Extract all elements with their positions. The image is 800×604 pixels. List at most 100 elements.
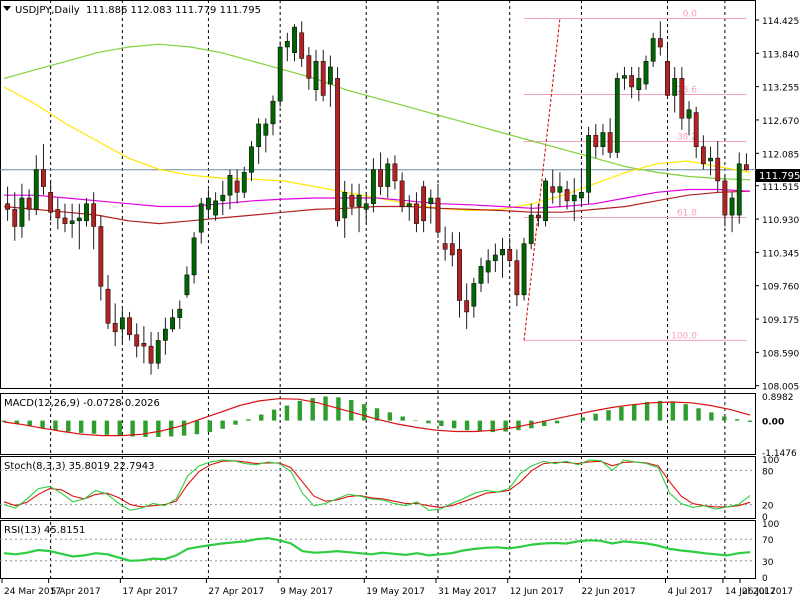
candle-body-91 bbox=[657, 38, 663, 48]
candle-body-54 bbox=[392, 163, 398, 182]
candle-body-53 bbox=[385, 163, 391, 187]
candle-body-21 bbox=[155, 340, 161, 364]
x-tick-label-8: 22 Jun 2017 bbox=[581, 587, 635, 597]
x-tick-label-11: 26 Jul 2017 bbox=[742, 587, 793, 597]
candle-body-75 bbox=[543, 180, 548, 222]
x-tick-label-2: 17 Apr 2017 bbox=[122, 587, 178, 597]
price-tick-label-5: 111.515 bbox=[762, 183, 799, 193]
candle-body-84 bbox=[607, 132, 613, 153]
candle-body-98 bbox=[708, 157, 713, 162]
candle-body-3 bbox=[26, 197, 32, 210]
price-tick-label-0: 114.425 bbox=[762, 17, 799, 27]
fibo-level-label-0: 0.0 bbox=[683, 10, 698, 20]
price-tick-label-11: 108.005 bbox=[762, 383, 799, 393]
price-tick-label-10: 108.590 bbox=[762, 349, 799, 359]
candle-body-4 bbox=[33, 169, 39, 210]
rsi-tick-label-3: 0 bbox=[762, 574, 768, 584]
candle-body-17 bbox=[127, 317, 132, 335]
candle-body-15 bbox=[112, 323, 118, 333]
chart-menu-triangle-icon[interactable] bbox=[3, 6, 11, 11]
fibo-trend-line bbox=[523, 18, 561, 341]
x-tick-label-6: 31 May 2017 bbox=[438, 587, 497, 597]
candle-body-68 bbox=[492, 254, 498, 261]
fibo-level-label-3: 61.8 bbox=[677, 208, 697, 218]
x-tick-label-5: 19 May 2017 bbox=[366, 587, 425, 597]
stoch-tick-label-0: 100 bbox=[762, 456, 779, 466]
candle-body-19 bbox=[141, 343, 147, 347]
candle-body-13 bbox=[98, 226, 104, 287]
candle-body-42 bbox=[306, 55, 312, 79]
main-panel bbox=[0, 0, 756, 389]
candle-body-18 bbox=[134, 334, 140, 347]
candle-body-55 bbox=[399, 180, 405, 207]
candle-body-60 bbox=[435, 197, 441, 233]
candle-body-30 bbox=[220, 194, 226, 202]
stoch-panel bbox=[0, 456, 756, 519]
rsi-panel bbox=[0, 520, 756, 579]
candle-body-102 bbox=[736, 163, 742, 216]
candle-body-93 bbox=[672, 78, 678, 96]
candle-body-88 bbox=[636, 78, 642, 91]
rsi-title: RSI(13) 45.8151 bbox=[4, 525, 85, 536]
candle-body-5 bbox=[41, 169, 46, 187]
candle-body-101 bbox=[729, 197, 735, 216]
rsi-tick-label-2: 30 bbox=[762, 558, 774, 568]
y-axis-ticks: 114.425 113.840 113.255 112.670 112.085 111.5… bbox=[755, 17, 799, 584]
candle-body-7 bbox=[55, 209, 61, 219]
candle-body-6 bbox=[48, 192, 54, 213]
price-tick-label-9: 109.175 bbox=[762, 316, 799, 326]
ma_red-line bbox=[3, 190, 751, 225]
candle-body-51 bbox=[371, 169, 376, 204]
x-tick-label-3: 27 Apr 2017 bbox=[208, 587, 264, 597]
ma_slow-line bbox=[3, 43, 751, 181]
candle-body-52 bbox=[378, 169, 383, 187]
candle-body-87 bbox=[629, 75, 635, 88]
candle-body-94 bbox=[679, 78, 685, 119]
candle-body-44 bbox=[320, 61, 326, 96]
candle-body-80 bbox=[579, 192, 584, 199]
candle-body-92 bbox=[665, 61, 670, 96]
x-tick-label-7: 12 Jun 2017 bbox=[510, 587, 564, 597]
ma_magenta-line bbox=[4, 188, 751, 209]
stoch-tick-label-2: 20 bbox=[762, 502, 774, 512]
candle-body-20 bbox=[148, 345, 154, 364]
candle-body-10 bbox=[76, 217, 82, 222]
candle-body-78 bbox=[564, 189, 570, 202]
candle-body-45 bbox=[327, 66, 333, 85]
candle-body-62 bbox=[449, 243, 455, 256]
candle-body-103 bbox=[744, 164, 749, 171]
price-tick-label-1: 113.840 bbox=[762, 50, 799, 60]
macd-series bbox=[1, 396, 753, 438]
candle-body-65 bbox=[471, 283, 477, 307]
price-tick-label-3: 112.670 bbox=[762, 117, 799, 127]
candle-body-79 bbox=[571, 194, 577, 202]
candle-body-67 bbox=[485, 260, 491, 273]
candle-body-43 bbox=[313, 61, 319, 91]
candle-body-99 bbox=[715, 157, 721, 182]
candle-body-36 bbox=[263, 123, 269, 136]
candle-body-56 bbox=[406, 203, 412, 207]
candle-body-69 bbox=[500, 249, 505, 256]
moving-averages bbox=[3, 43, 751, 225]
candle-body-12 bbox=[91, 203, 97, 227]
rsi-tick-label-1: 70 bbox=[762, 536, 774, 546]
stoch-tick-label-1: 80 bbox=[762, 467, 774, 477]
price-tick-label-4: 112.085 bbox=[762, 150, 799, 160]
candle-body-76 bbox=[550, 186, 556, 193]
price-tick-label-8: 109.760 bbox=[762, 283, 799, 293]
candle-body-27 bbox=[198, 203, 204, 233]
fibo-level-label-1: 23.6 bbox=[677, 86, 697, 96]
candle-body-0 bbox=[5, 203, 10, 210]
candle-body-41 bbox=[299, 32, 305, 59]
x-tick-label-9: 4 Jul 2017 bbox=[668, 587, 713, 597]
candlesticks bbox=[5, 21, 749, 375]
candle-body-58 bbox=[421, 186, 427, 222]
candle-body-49 bbox=[356, 194, 362, 207]
candle-body-34 bbox=[249, 146, 254, 173]
candle-body-77 bbox=[557, 186, 563, 193]
candle-body-23 bbox=[170, 317, 175, 330]
fibo-level-label-2: 38.2 bbox=[677, 133, 697, 143]
price-tick-label-2: 113.255 bbox=[762, 84, 799, 94]
